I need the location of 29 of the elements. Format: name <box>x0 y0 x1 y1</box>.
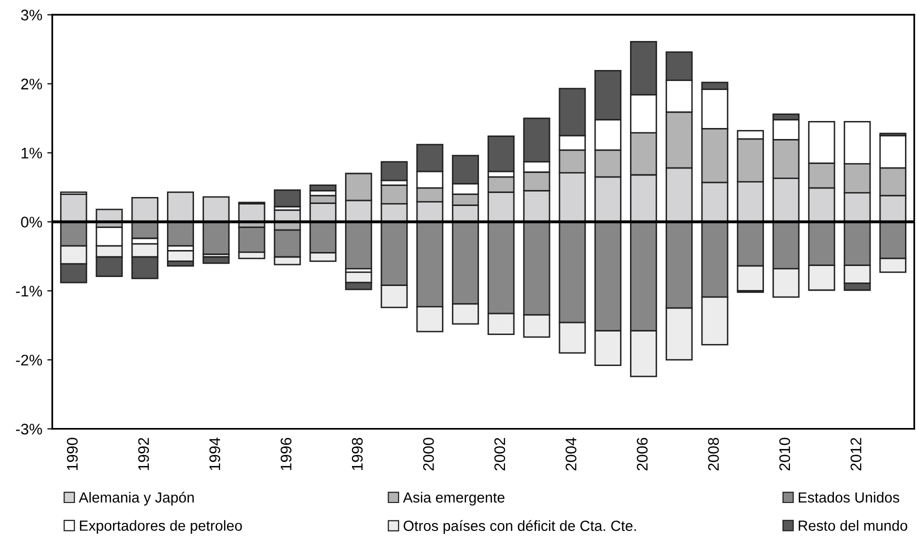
legend-label: Exportadores de petroleo <box>80 520 242 534</box>
x-tick-label: 2010 <box>779 438 790 470</box>
x-tick-label: 2012 <box>850 438 862 470</box>
y-tick-label: 1% <box>22 148 42 158</box>
legend-label: Asia emergente <box>402 492 504 506</box>
x-tick-label: 2008 <box>708 438 719 470</box>
y-tick-label: -1% <box>16 286 42 296</box>
x-tick-label: 1992 <box>138 438 149 470</box>
x-tick-label: 2004 <box>566 438 576 470</box>
y-tick-label: -3% <box>16 424 42 435</box>
legend-label: Estados Unidos <box>798 492 900 503</box>
y-tick-label: 3% <box>21 10 42 20</box>
bar <box>274 189 301 208</box>
x-tick-label: 2006 <box>636 438 648 470</box>
x-tick-label: 2002 <box>494 438 506 470</box>
legend-label: Resto del mundo <box>798 520 908 531</box>
x-tick-label: 2000 <box>423 438 434 470</box>
bar <box>202 256 230 264</box>
y-tick-label: 0% <box>21 216 42 228</box>
y-tick-label: 2% <box>21 78 42 90</box>
x-tick-label: 1996 <box>280 438 292 470</box>
x-tick-label: 1994 <box>209 438 220 470</box>
bar <box>202 221 230 255</box>
legend-label: Otros países con déficit de Cta. Cte. <box>404 520 636 534</box>
y-tick-label: -2% <box>16 354 42 366</box>
bar <box>345 221 372 270</box>
x-tick-label: 1990 <box>66 438 78 470</box>
x-tick-label: 1998 <box>352 438 363 470</box>
legend-label: Alemania y Japón <box>78 492 194 506</box>
